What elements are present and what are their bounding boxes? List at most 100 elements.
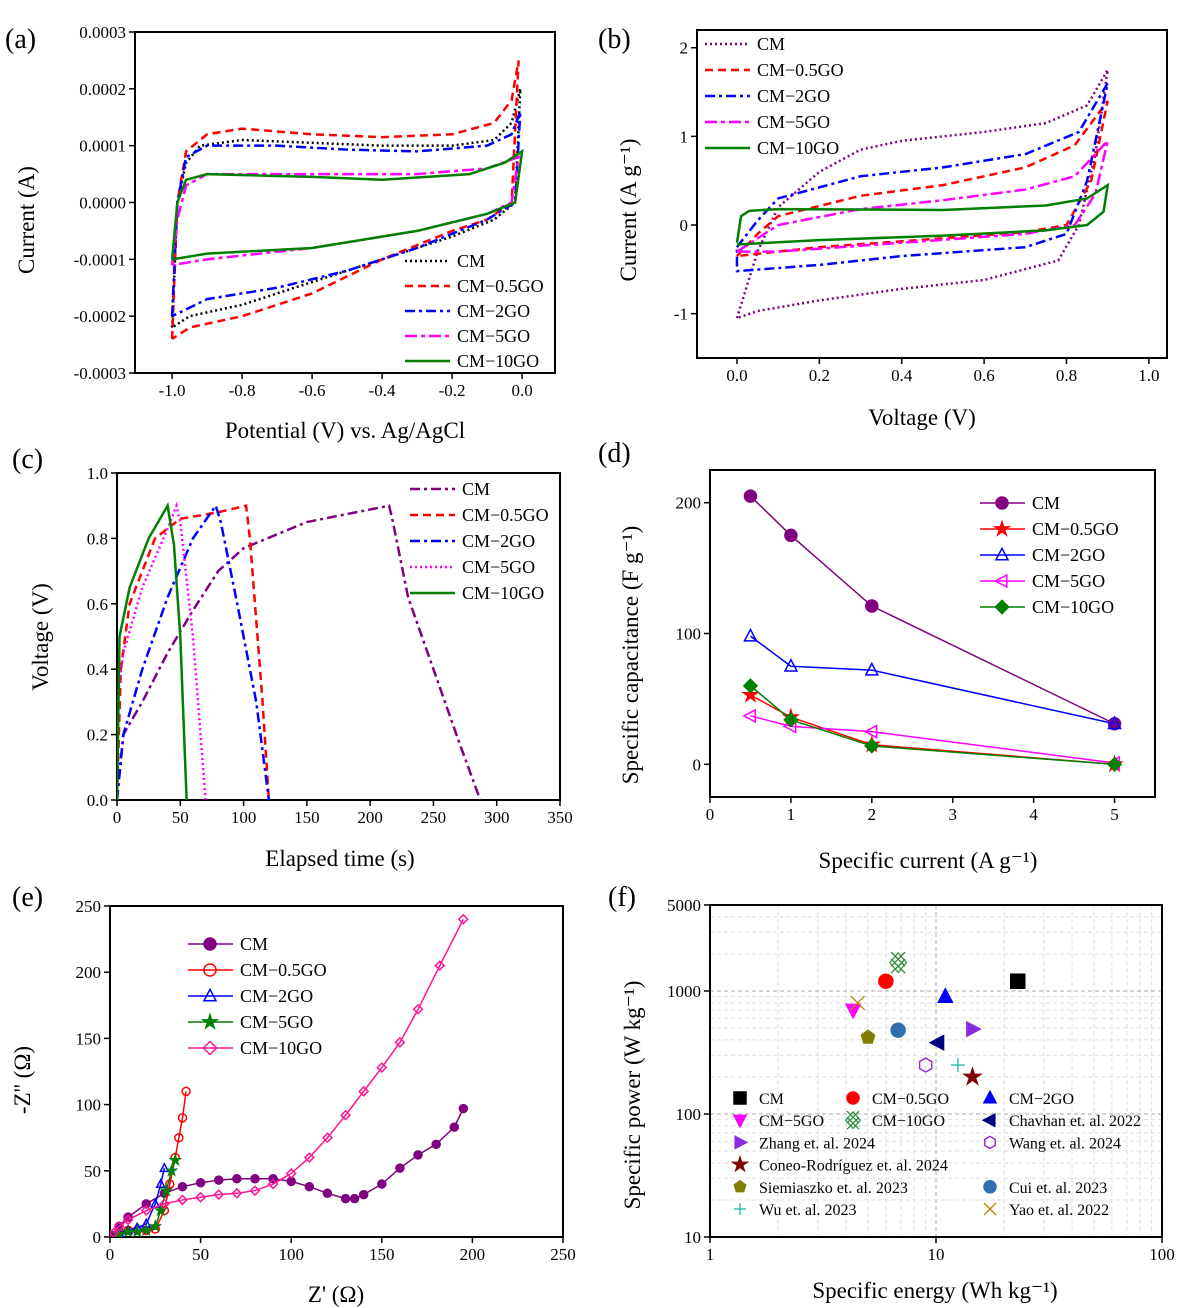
legend-label: CM−2GO (1032, 545, 1105, 565)
series-cm-0-5go-point (181, 1086, 191, 1097)
x-tick-label: 100 (231, 808, 257, 827)
x-tick-label: 10 (928, 1245, 945, 1264)
y-axis-title: Current (A g⁻¹) (616, 139, 641, 282)
legend-label: CM−0.5GO (1032, 519, 1119, 539)
series-cm-10go-point (321, 1132, 333, 1144)
legend-label: Yao et. al. 2022 (1009, 1202, 1109, 1219)
x-tick-label: 150 (294, 808, 320, 827)
x-tick-label: 1.0 (1138, 366, 1159, 385)
x-tick-label: 200 (460, 1245, 486, 1264)
y-tick-label: 0.0003 (79, 23, 126, 42)
legend-label: CM−5GO (462, 557, 535, 577)
series-cm-10go-point (195, 1191, 207, 1203)
legend-label: CM−2GO (757, 86, 830, 106)
x-tick-label: 1 (706, 1245, 715, 1264)
series-cm-5go-line (736, 136, 1110, 253)
legend-entry: CM−10GO (405, 351, 539, 371)
x-tick-label: 0.8 (1056, 366, 1077, 385)
legend-marker (734, 1203, 746, 1215)
legend-entry: Yao et. al. 2022 (983, 1202, 1109, 1219)
series-cm-10go-point (783, 712, 799, 728)
x-tick-label: 4 (1029, 805, 1038, 824)
series-cm-10go-point (457, 913, 469, 925)
legend-entry: CM−10GO (410, 583, 544, 603)
legend-entry: CM−2GO (188, 986, 313, 1006)
legend-marker (992, 519, 1012, 537)
y-tick-label: -0.0003 (74, 364, 126, 383)
x-tick-label: 0 (113, 808, 122, 827)
series-cm-10go-point (231, 1187, 243, 1199)
y-tick-label: 1000 (667, 982, 701, 1001)
y-tick-label: -1 (674, 305, 688, 324)
legend-marker (994, 599, 1010, 615)
series-cm-point (358, 1189, 369, 1200)
x-tick-label: 2 (868, 805, 877, 824)
series-wu-et-al-2023-point (950, 1058, 965, 1073)
series-cm-point (784, 528, 798, 543)
legend-marker (983, 1180, 997, 1194)
panel-b: (b) 0.0 0.2 0.4 0.6 0.8 1.0 -1 0 1 2 Voltage (V) Cur… (598, 24, 1168, 430)
legend-entry: CM−5GO (410, 557, 535, 577)
series-cm-point (304, 1181, 315, 1192)
y-tick-label: 250 (76, 897, 102, 916)
y-tick-label: 2 (680, 39, 689, 58)
series-cm-5go-point (112, 1227, 126, 1237)
legend-marker (734, 1135, 749, 1150)
y-axis-title: Specific capacitance (F g⁻¹) (618, 526, 643, 785)
series-cm-2go-point (743, 627, 758, 642)
series-cm-10go-line (117, 502, 188, 800)
series-cm-10go-point (140, 1205, 152, 1216)
series-wang-et-al-2024-point (918, 1057, 933, 1073)
series-cm-2go-point (864, 661, 880, 676)
legend-label: CM−10GO (872, 1113, 945, 1130)
y-tick-label: 100 (676, 625, 702, 644)
legend-entry: CM−2GO (980, 545, 1105, 565)
series-cm-10go-point (376, 1062, 388, 1073)
legend-label: CM−0.5GO (757, 60, 844, 80)
series-cm-0-5go-point (741, 685, 760, 703)
series-cm-10go-point (267, 1178, 279, 1190)
x-tick-label: 250 (421, 808, 447, 827)
x-tick-label: 150 (369, 1245, 395, 1264)
series-cm-10go-line (113, 918, 465, 1234)
series-cm-2go-point (159, 1162, 170, 1173)
x-tick-label: 50 (192, 1245, 209, 1264)
legend-marker (846, 1091, 860, 1105)
legend-marker (984, 1135, 996, 1150)
series-cm-2go-line (750, 635, 1115, 725)
series-cm-line (749, 495, 1115, 725)
plot-frame (109, 905, 564, 1238)
legend-entry: CM−5GO (980, 571, 1105, 591)
series-cm-0-5go-line (750, 694, 1115, 766)
y-tick-label: 100 (676, 1105, 702, 1124)
x-tick-label: 0 (706, 805, 715, 824)
series-layer (844, 951, 1026, 1086)
series-cm-10go-point (434, 960, 446, 972)
x-tick-label: -0.2 (439, 381, 466, 400)
legend-marker (993, 573, 1008, 589)
legend-label: Wu et. al. 2023 (759, 1202, 857, 1219)
series-cm-point (250, 1173, 260, 1184)
y-axis-title: -Z'' (Ω) (10, 1046, 35, 1114)
legend-marker (730, 1154, 750, 1173)
x-axis-title: Specific energy (Wh kg⁻¹) (812, 1278, 1057, 1303)
legend-label: CM (1032, 493, 1060, 513)
series-cm-2go-point (155, 1178, 166, 1188)
series-zhang-et-al-2024-point (966, 1020, 982, 1038)
series-cm-2go-point (1107, 715, 1122, 730)
legend-entry: CM−10GO (845, 1110, 945, 1130)
y-tick-label: 0 (693, 755, 702, 774)
series-cui-et-al-2023-point (890, 1022, 906, 1038)
panel-label: (b) (598, 24, 631, 55)
series-cm-5go-point (742, 708, 757, 724)
legend-label: Coneo-Rodríguez et. al. 2024 (759, 1158, 948, 1175)
series-cm-5go-line (117, 501, 207, 800)
legend-marker (200, 1012, 220, 1030)
legend-marker (733, 1179, 747, 1193)
legend-label: CM−5GO (1032, 571, 1105, 591)
series-cm-5go-point (148, 1219, 163, 1233)
x-axis-title: Voltage (V) (868, 405, 976, 430)
series-cm-10go-point (158, 1198, 170, 1210)
x-tick-label: 0.6 (973, 366, 994, 385)
series-cm-10go-point (412, 1003, 424, 1015)
